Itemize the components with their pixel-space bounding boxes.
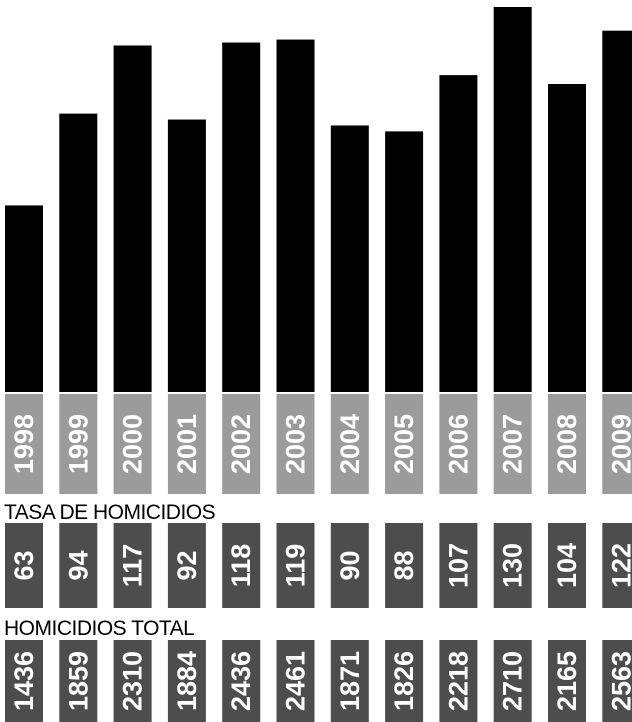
total-text-2007: 2710 [498, 651, 528, 711]
total-text-1999: 1859 [63, 651, 93, 711]
year-text-2001: 2001 [172, 414, 202, 474]
total-text-2009: 2563 [606, 651, 632, 711]
year-cell-2001 [167, 394, 206, 494]
rate-text-2000: 117 [118, 544, 148, 588]
total-text-2000: 2310 [118, 651, 148, 711]
year-text-2005: 2005 [389, 414, 419, 474]
rate-cell-2003 [276, 523, 315, 608]
year-cell-1998 [5, 394, 43, 494]
total-cell-2004 [330, 640, 369, 722]
year-text-1999: 1999 [63, 414, 93, 474]
year-cell-2002 [222, 394, 261, 494]
rate-cell-2004 [330, 523, 369, 608]
year-cell-2009 [602, 394, 632, 494]
bar-2009 [602, 30, 632, 392]
bars-layer [5, 7, 632, 393]
rate-cell-2008 [548, 523, 586, 608]
rate-text-2001: 92 [172, 550, 202, 580]
total-cell-2009 [602, 640, 632, 722]
total-text-2002: 2436 [226, 651, 256, 711]
year-cell-2003 [276, 394, 315, 494]
year-cell-2000 [113, 394, 152, 494]
bar-2003 [276, 39, 315, 392]
year-row: 1998 1999 2000 2001 2002 2003 2004 2005 2006 2007… [5, 394, 632, 494]
bar-2005 [385, 131, 424, 392]
total-cell-2007 [493, 640, 532, 722]
rate-row: 63 94 117 92 118 119 90 88 107 130 104 122 [5, 523, 632, 608]
bar-1999 [59, 113, 98, 392]
total-text-2004: 1871 [335, 651, 365, 711]
rate-cell-2001 [167, 523, 206, 608]
year-cell-2006 [439, 394, 478, 494]
year-text-2003: 2003 [281, 414, 311, 474]
total-cell-2001 [167, 640, 206, 722]
total-text-1998: 1436 [9, 651, 39, 711]
total-cell-1998 [5, 640, 43, 722]
total-cell-2002 [222, 640, 261, 722]
total-cell-2005 [385, 640, 424, 722]
total-text-2003: 2461 [281, 651, 311, 711]
rate-row-label: TASA DE HOMICIDIOS [4, 501, 216, 524]
rate-cell-1998 [5, 523, 43, 608]
year-text-2004: 2004 [335, 414, 365, 474]
year-text-1998: 1998 [9, 414, 39, 474]
rate-text-1999: 94 [63, 550, 93, 580]
rate-text-2006: 107 [443, 543, 473, 588]
rate-cell-2005 [385, 523, 424, 608]
bar-2008 [548, 84, 586, 392]
bar-2000 [113, 45, 152, 392]
total-cell-1999 [59, 640, 98, 722]
rate-text-2002: 118 [226, 544, 256, 588]
year-cell-2007 [493, 394, 532, 494]
year-cell-2004 [330, 394, 369, 494]
year-text-2009: 2009 [606, 414, 632, 474]
rate-cell-2006 [439, 523, 478, 608]
rate-cell-2007 [493, 523, 532, 608]
total-row-label: HOMICIDIOS TOTAL [4, 617, 194, 640]
rate-text-2008: 104 [552, 543, 582, 588]
rate-text-2003: 119 [281, 544, 311, 588]
total-text-2005: 1826 [389, 651, 419, 711]
year-text-2007: 2007 [498, 414, 528, 474]
total-cell-2006 [439, 640, 478, 722]
year-cell-1999 [59, 394, 98, 494]
total-row: 1436 1859 2310 1884 2436 2461 1871 1826 2218 2710… [5, 640, 632, 722]
rate-cell-1999 [59, 523, 98, 608]
total-text-2006: 2218 [443, 651, 473, 711]
rate-text-2005: 88 [389, 550, 419, 580]
total-cell-2008 [548, 640, 586, 722]
rate-cell-2002 [222, 523, 261, 608]
bar-2006 [439, 75, 478, 392]
rate-text-2004: 90 [335, 550, 365, 580]
rate-text-1998: 63 [9, 550, 39, 580]
bar-2007 [493, 7, 532, 392]
bar-2004 [330, 125, 369, 392]
total-text-2008: 2165 [552, 651, 582, 711]
bar-2001 [167, 119, 206, 393]
total-cell-2003 [276, 640, 315, 722]
rate-cell-2009 [602, 523, 632, 608]
bar-2002 [222, 42, 261, 393]
year-text-2002: 2002 [226, 414, 256, 474]
total-text-2001: 1884 [172, 651, 202, 711]
year-text-2006: 2006 [443, 414, 473, 474]
year-cell-2008 [548, 394, 586, 494]
rate-cell-2000 [113, 523, 152, 608]
rate-text-2007: 130 [498, 543, 528, 588]
total-cell-2000 [113, 640, 152, 722]
rate-text-2009: 122 [606, 543, 632, 588]
bar-1998 [5, 205, 43, 392]
year-text-2000: 2000 [118, 414, 148, 474]
year-text-2008: 2008 [552, 414, 582, 474]
year-cell-2005 [385, 394, 424, 494]
